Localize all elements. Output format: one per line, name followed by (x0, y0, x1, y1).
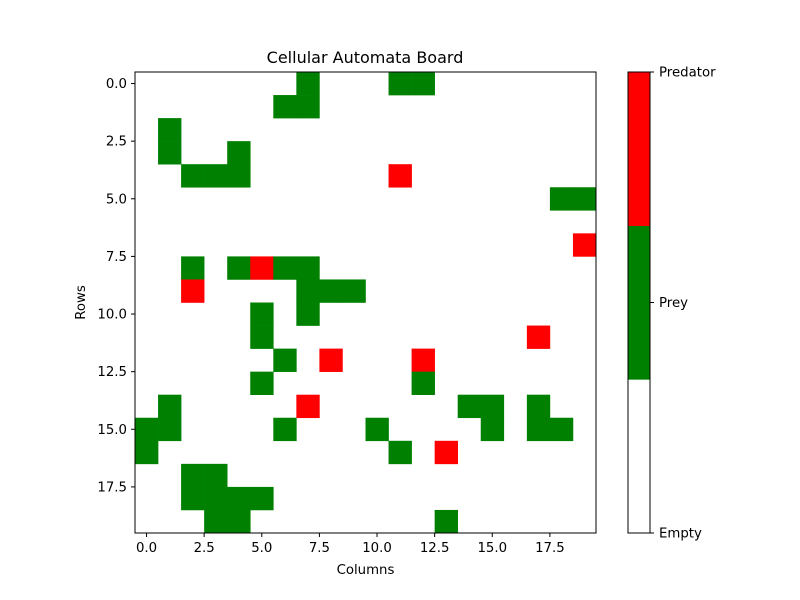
prey-cell (457, 394, 482, 419)
prey-cell (158, 118, 182, 142)
x-tick-label: 5.0 (251, 541, 272, 556)
prey-cell (227, 164, 251, 188)
prey-cell (204, 509, 228, 534)
x-tick-label: 17.5 (535, 541, 565, 556)
prey-cell (227, 509, 251, 534)
prey-cell (273, 348, 297, 372)
prey-cell (158, 417, 182, 442)
prey-cell (135, 440, 159, 465)
prey-cell (411, 371, 435, 395)
prey-cell (181, 164, 205, 188)
y-tick-label: 15.0 (97, 423, 127, 438)
prey-cell (296, 256, 320, 280)
prey-cell (526, 394, 551, 419)
plot-frame (134, 71, 597, 534)
prey-cell (319, 279, 343, 303)
prey-cell (480, 394, 505, 419)
prey-cell (250, 486, 274, 511)
prey-cell (296, 279, 320, 303)
y-tick-label: 5.0 (106, 192, 127, 207)
y-axis-ticks: 0.0 2.5 5.0 7.5 10.0 12.5 15.0 17.5 (97, 77, 135, 495)
prey-cell (250, 371, 274, 395)
prey-cell (204, 463, 228, 488)
chart-title: Cellular Automata Board (267, 48, 464, 67)
x-tick-label: 2.5 (194, 541, 215, 556)
x-axis-ticks: 0.0 2.5 5.0 7.5 10.0 12.5 15.0 17.5 (136, 533, 565, 556)
prey-cell (273, 95, 297, 119)
x-tick-label: 7.5 (309, 541, 330, 556)
predator-cell (388, 164, 412, 188)
y-tick-label: 17.5 (97, 480, 127, 495)
prey-cell (135, 417, 159, 442)
y-axis-label: Rows (74, 285, 89, 320)
prey-cell (296, 72, 320, 96)
prey-cell (273, 417, 297, 442)
colorbar-legend: Empty Prey Predator (627, 66, 716, 542)
y-tick-label: 0.0 (106, 77, 127, 92)
y-tick-label: 2.5 (106, 135, 127, 150)
colorbar-tick-label: Predator (659, 66, 716, 81)
y-tick-label: 7.5 (106, 250, 127, 265)
prey-cell (526, 417, 551, 442)
prey-cell (434, 509, 458, 534)
x-tick-label: 0.0 (136, 541, 157, 556)
predator-cell (434, 440, 458, 465)
prey-cell (388, 72, 412, 96)
x-tick-label: 15.0 (477, 541, 507, 556)
predator-cell (296, 394, 320, 419)
y-tick-label: 12.5 (97, 365, 127, 380)
prey-cell (549, 417, 574, 442)
predator-cell (250, 256, 274, 280)
predator-cell (319, 348, 343, 372)
prey-cell (250, 325, 274, 349)
prey-cell (227, 256, 251, 280)
prey-cell (181, 463, 205, 488)
predator-cell (411, 348, 435, 372)
predator-cell (181, 279, 205, 303)
predator-cell (572, 233, 597, 257)
prey-cell (572, 187, 597, 211)
colorbar-segment-prey (628, 225, 650, 380)
prey-cell (273, 256, 297, 280)
prey-cell (250, 302, 274, 326)
y-tick-label: 10.0 (97, 308, 127, 323)
x-axis-label: Columns (337, 563, 395, 578)
x-tick-label: 10.0 (362, 541, 392, 556)
prey-cell (342, 279, 366, 303)
colorbar-segment-empty (628, 379, 650, 534)
prey-cell (365, 417, 389, 442)
colorbar-tick-label: Empty (659, 527, 702, 542)
prey-cell (411, 72, 435, 96)
prey-cell (204, 164, 228, 188)
prey-cell (158, 141, 182, 165)
prey-cell (296, 95, 320, 119)
prey-cell (158, 394, 182, 419)
heatmap-cells (135, 72, 597, 534)
prey-cell (480, 417, 505, 442)
prey-cell (181, 486, 205, 511)
prey-cell (204, 486, 228, 511)
prey-cell (227, 486, 251, 511)
prey-cell (296, 302, 320, 326)
prey-cell (181, 256, 205, 280)
predator-cell (526, 325, 551, 349)
prey-cell (388, 440, 412, 465)
colorbar-segment-predator (628, 72, 650, 226)
prey-cell (227, 141, 251, 165)
colorbar-tick-label: Prey (659, 296, 688, 311)
prey-cell (549, 187, 574, 211)
x-tick-label: 12.5 (420, 541, 450, 556)
